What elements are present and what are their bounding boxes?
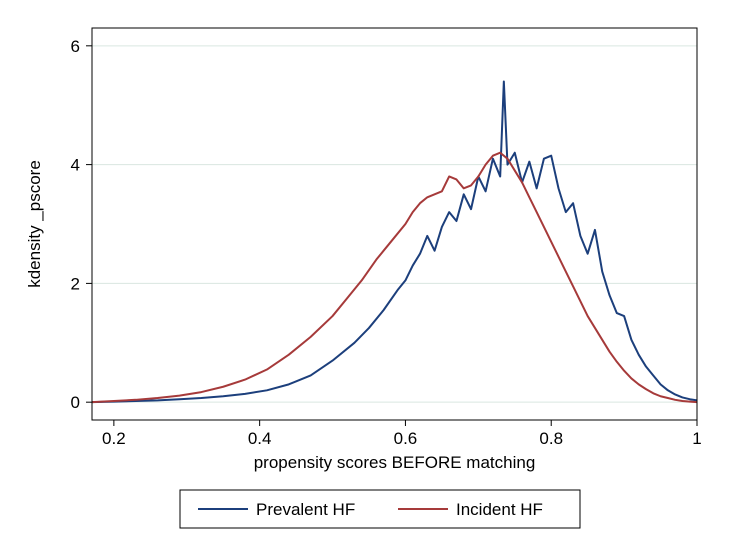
xtick-label: 0.8 — [539, 429, 563, 448]
xtick-label: 0.6 — [394, 429, 418, 448]
xtick-label: 1 — [692, 429, 701, 448]
ytick-label: 0 — [71, 393, 80, 412]
ytick-label: 4 — [71, 156, 80, 175]
y-axis-label: kdensity _pscore — [25, 160, 44, 288]
density-chart: 0 2 4 6 0.2 0.4 0.6 0.8 1 kdensity _pscorepropens… — [0, 0, 738, 545]
legend-label: Incident HF — [456, 500, 543, 519]
ytick-label: 6 — [71, 37, 80, 56]
x-axis-label: propensity scores BEFORE matching — [254, 453, 536, 472]
xtick-label: 0.2 — [102, 429, 126, 448]
ytick-label: 2 — [71, 274, 80, 293]
chart-svg: 0 2 4 6 0.2 0.4 0.6 0.8 1 kdensity _pscorepropens… — [0, 0, 738, 545]
xtick-label: 0.4 — [248, 429, 272, 448]
legend-label: Prevalent HF — [256, 500, 355, 519]
